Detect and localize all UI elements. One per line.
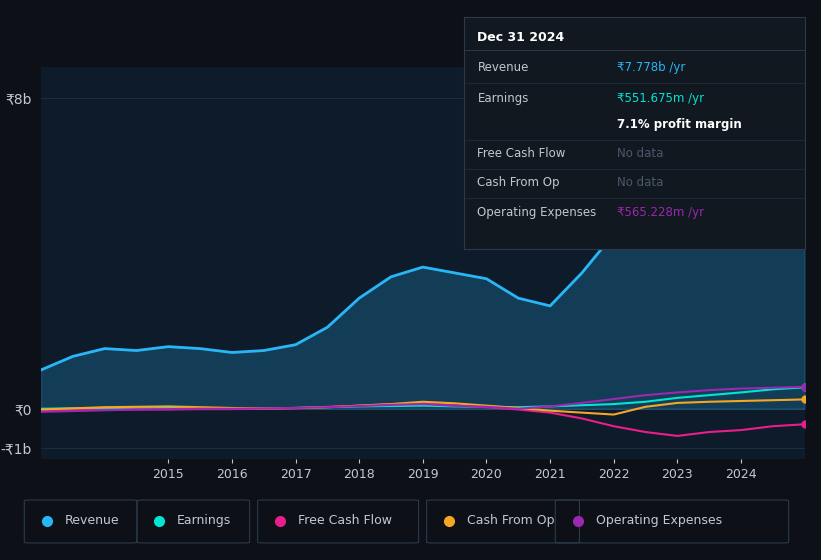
Text: Revenue: Revenue xyxy=(65,514,119,528)
Text: Operating Expenses: Operating Expenses xyxy=(595,514,722,528)
Text: Earnings: Earnings xyxy=(177,514,232,528)
Text: Operating Expenses: Operating Expenses xyxy=(478,206,597,218)
Text: Dec 31 2024: Dec 31 2024 xyxy=(478,31,565,44)
Text: 7.1% profit margin: 7.1% profit margin xyxy=(617,118,742,132)
Text: Cash From Op: Cash From Op xyxy=(467,514,554,528)
Text: Free Cash Flow: Free Cash Flow xyxy=(298,514,392,528)
Text: No data: No data xyxy=(617,176,663,189)
Text: Free Cash Flow: Free Cash Flow xyxy=(478,147,566,160)
Text: Revenue: Revenue xyxy=(478,62,529,74)
Text: ₹565.228m /yr: ₹565.228m /yr xyxy=(617,206,704,218)
Text: ₹551.675m /yr: ₹551.675m /yr xyxy=(617,92,704,105)
Text: No data: No data xyxy=(617,147,663,160)
Text: ₹7.778b /yr: ₹7.778b /yr xyxy=(617,62,686,74)
Text: Cash From Op: Cash From Op xyxy=(478,176,560,189)
Text: Earnings: Earnings xyxy=(478,92,529,105)
